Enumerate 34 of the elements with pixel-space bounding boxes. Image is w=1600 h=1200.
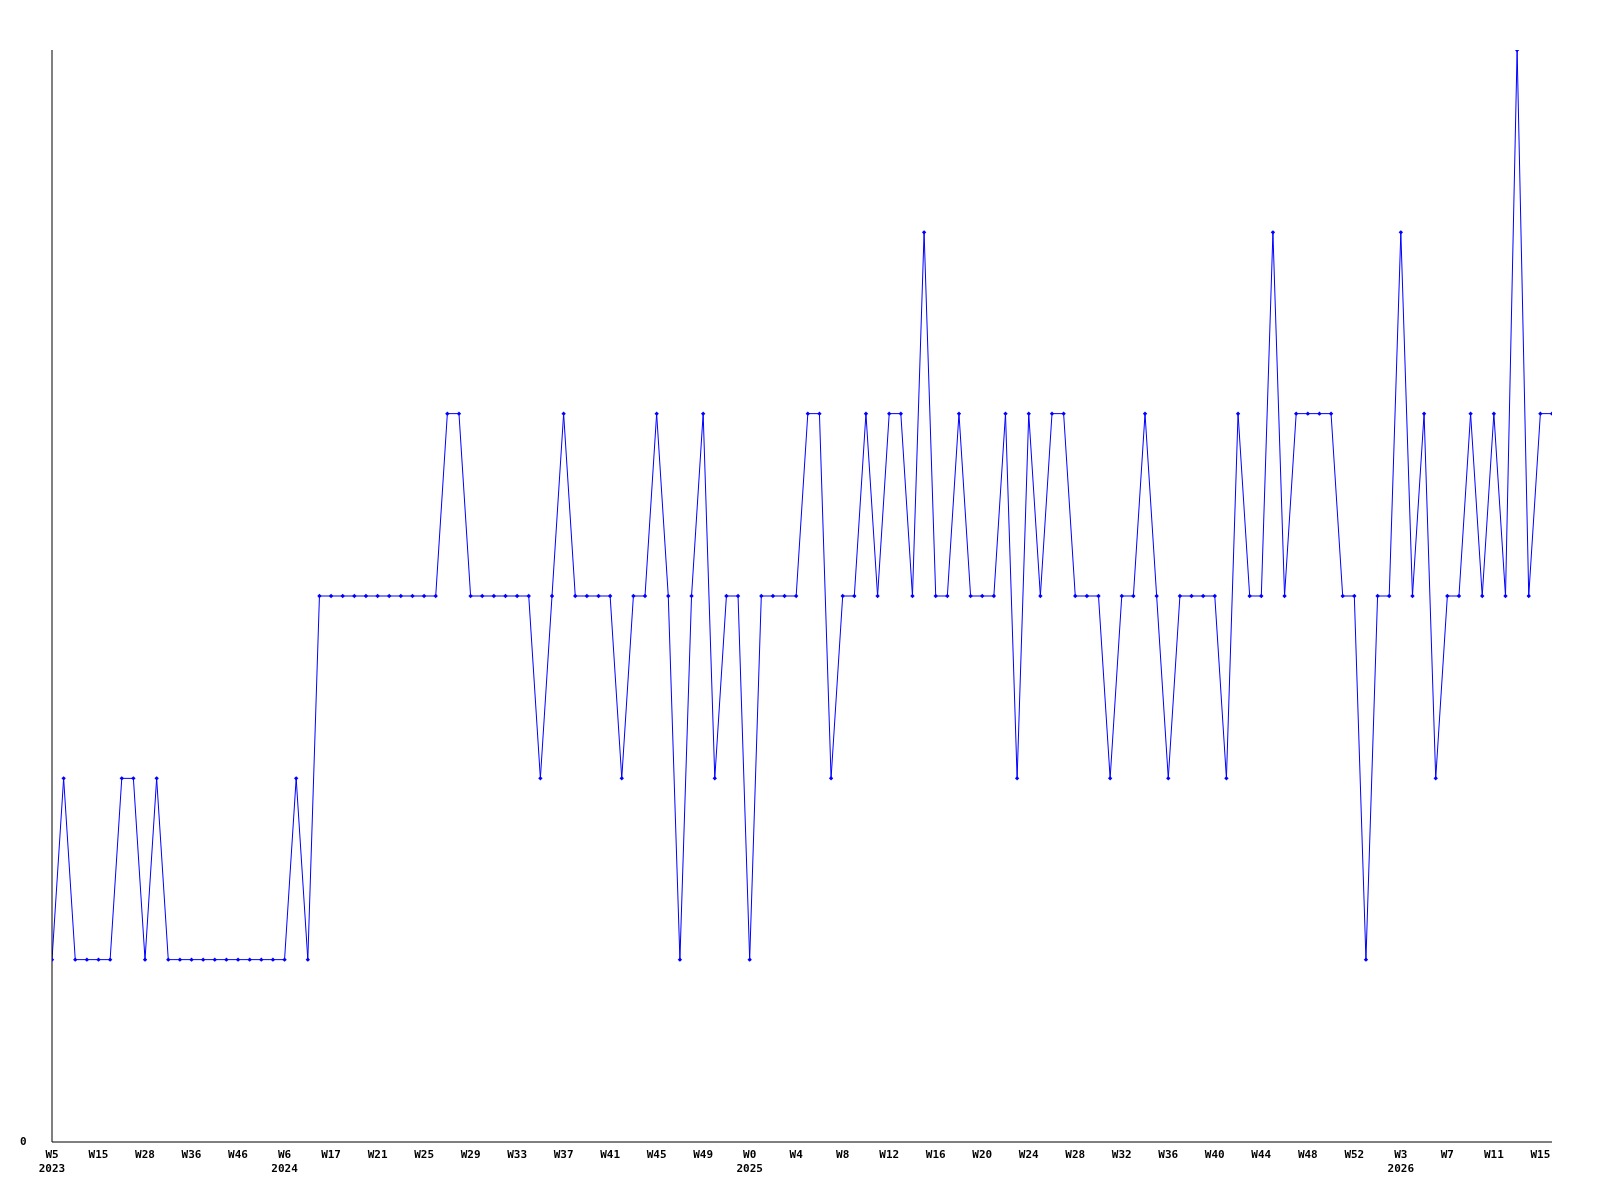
x-tick-label: W37 xyxy=(553,1148,574,1161)
x-tick-label: W52 xyxy=(1344,1148,1365,1161)
x-tick-label: W32 xyxy=(1111,1148,1132,1161)
x-tick-label: W36 xyxy=(1158,1148,1179,1161)
x-tick-label: W15 xyxy=(88,1148,109,1161)
x-tick-label: W12 xyxy=(879,1148,900,1161)
x-tick-label: W7 xyxy=(1440,1148,1454,1161)
x-tick-label: W3 2026 xyxy=(1387,1148,1415,1175)
x-tick-label: W45 xyxy=(646,1148,667,1161)
x-tick-label: W20 xyxy=(972,1148,993,1161)
x-tick-label: W33 xyxy=(507,1148,528,1161)
x-tick-label: W5 2023 xyxy=(38,1148,66,1175)
x-tick-label: W49 xyxy=(693,1148,714,1161)
x-tick-label: W16 xyxy=(925,1148,947,1161)
x-tick-label: W25 xyxy=(414,1148,435,1161)
x-tick-label: W28 xyxy=(135,1148,155,1161)
x-tick-label: W46 xyxy=(228,1148,249,1161)
x-tick-label: W40 xyxy=(1204,1148,1225,1161)
x-tick-label: W4 xyxy=(789,1148,804,1161)
text: 0 xyxy=(20,1135,27,1148)
x-tick-label: W6 2024 xyxy=(271,1148,299,1175)
x-tick-label: W24 xyxy=(1018,1148,1040,1161)
x-tick-label: W15 xyxy=(1530,1148,1551,1161)
x-tick-label: W44 xyxy=(1251,1148,1272,1161)
x-tick-label: W41 xyxy=(600,1148,621,1161)
x-tick-label: W17 xyxy=(321,1148,342,1161)
x-tick-label: W11 xyxy=(1483,1148,1505,1161)
x-tick-label: W29 xyxy=(460,1148,481,1161)
x-tick-label: W21 xyxy=(367,1148,388,1161)
x-tick-label: W0 2025 xyxy=(736,1148,763,1175)
x-tick-label: W48 xyxy=(1297,1148,1318,1161)
x-tick-label: W28 xyxy=(1065,1148,1086,1161)
x-tick-label: W36 xyxy=(181,1148,202,1161)
x-tick-label: W8 xyxy=(836,1148,850,1161)
